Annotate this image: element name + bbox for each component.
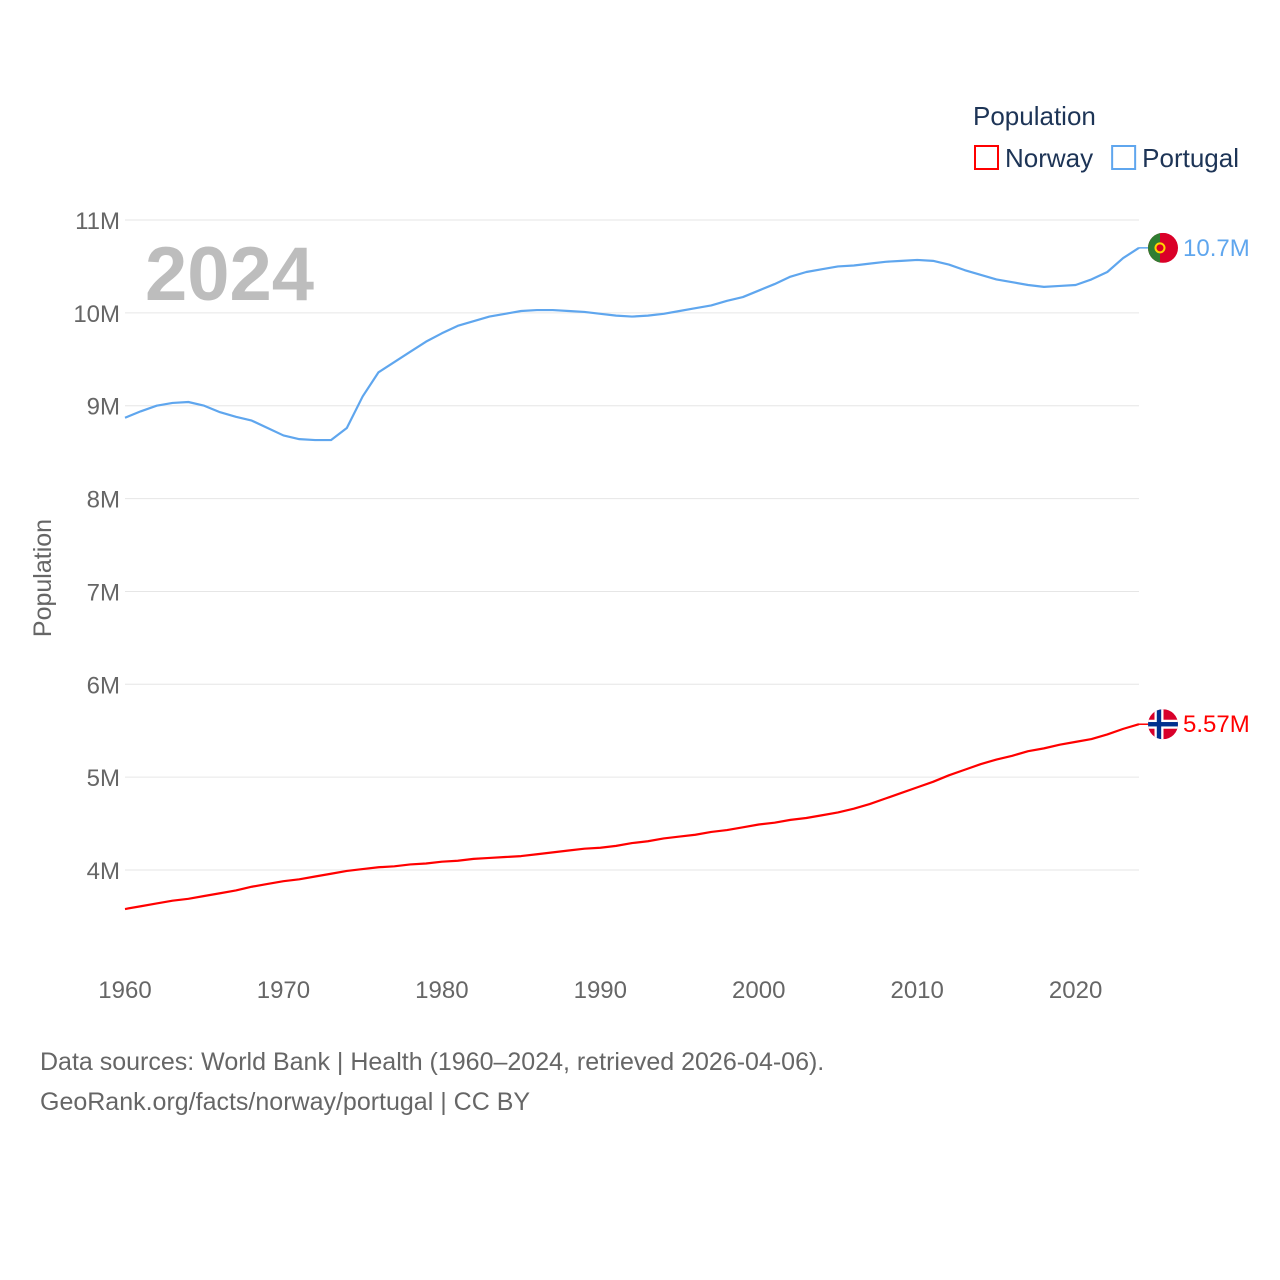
footer: Data sources: World Bank | Health (1960–… [40,1042,824,1122]
end-value-label-norway: 5.57M [1183,711,1250,738]
x-tick-label: 1970 [257,977,310,1004]
portugal-flag-icon [1148,232,1178,263]
y-tick-label: 4M [87,858,120,885]
legend-label: Portugal [1142,143,1239,173]
legend-label: Norway [1005,143,1093,173]
y-axis-label: Population [29,519,57,637]
x-tick-label: 2010 [890,977,943,1004]
y-tick-label: 11M [75,208,120,235]
x-tick-label: 1990 [574,977,627,1004]
y-tick-label: 7M [87,579,120,606]
x-tick-label: 1980 [415,977,468,1004]
legend-title: Population [973,101,1096,131]
legend-swatch [1111,145,1137,170]
end-value-label-portugal: 10.7M [1183,235,1250,262]
series-line-portugal [124,246,1140,442]
series-line-norway [124,723,1140,911]
x-tick-label: 1960 [98,977,151,1004]
data-source-text: Data sources: World Bank | Health (1960–… [40,1048,825,1076]
legend-item-portugal[interactable]: Portugal [1111,143,1239,173]
legend-item-norway[interactable]: Norway [974,143,1093,173]
attribution-link[interactable]: GeoRank.org/facts/norway/portugal | CC B… [40,1088,531,1116]
legend-swatch [974,145,999,170]
year-watermark: 2024 [145,232,314,317]
y-tick-label: 9M [87,394,120,421]
x-tick-label: 2000 [732,977,785,1004]
y-tick-label: 5M [87,765,120,792]
y-tick-label: 10M [73,301,120,328]
norway-flag-icon [1148,709,1178,740]
legend: Population Norway Portugal [973,101,1239,173]
y-tick-label: 8M [87,487,120,514]
x-tick-label: 2020 [1049,977,1102,1004]
y-tick-label: 6M [87,672,120,699]
